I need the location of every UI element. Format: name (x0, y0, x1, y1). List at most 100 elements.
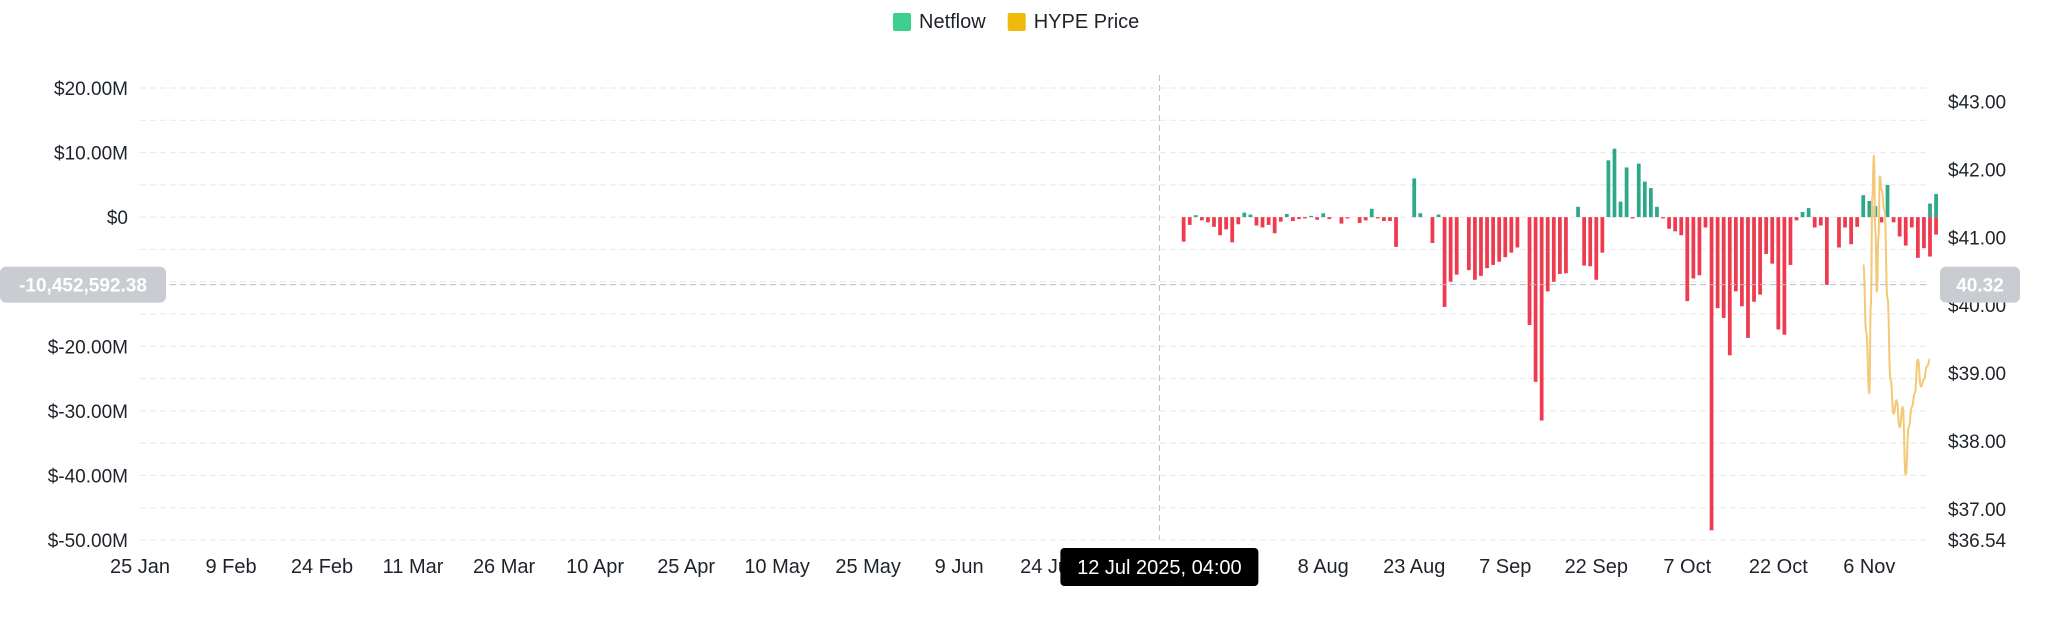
netflow-bar[interactable] (1454, 217, 1459, 275)
netflow-bar[interactable] (1485, 217, 1489, 269)
netflow-bar[interactable] (1339, 217, 1344, 224)
netflow-bar[interactable] (1697, 217, 1702, 276)
netflow-bar[interactable] (1187, 217, 1192, 225)
netflow-bar[interactable] (1448, 217, 1453, 282)
netflow-bar[interactable] (1297, 217, 1301, 220)
netflow-bar[interactable] (1278, 217, 1283, 222)
netflow-bar[interactable] (1891, 217, 1896, 223)
netflow-bar[interactable] (1928, 217, 1932, 257)
netflow-bar[interactable] (1473, 217, 1477, 280)
netflow-bar[interactable] (1776, 217, 1781, 330)
netflow-bar[interactable] (1503, 217, 1508, 258)
netflow-bar[interactable] (1254, 217, 1259, 226)
netflow-bar[interactable] (1248, 214, 1253, 218)
netflow-bar[interactable] (1709, 217, 1714, 531)
netflow-bar[interactable] (1230, 217, 1235, 243)
netflow-bar[interactable] (1818, 217, 1823, 226)
netflow-bar[interactable] (1369, 208, 1374, 218)
netflow-bar[interactable] (1224, 217, 1229, 230)
netflow-bar[interactable] (1527, 217, 1532, 325)
netflow-bar[interactable] (1564, 217, 1568, 274)
netflow-bar[interactable] (1206, 217, 1210, 223)
netflow-bar[interactable] (1272, 217, 1277, 234)
netflow-bar[interactable] (1685, 217, 1690, 302)
netflow-bar[interactable] (1479, 217, 1483, 276)
netflow-bar[interactable] (1218, 217, 1222, 236)
netflow-bar[interactable] (1855, 217, 1860, 227)
netflow-bar[interactable] (1618, 201, 1623, 218)
netflow-bar[interactable] (1764, 217, 1769, 254)
netflow-bar[interactable] (1497, 217, 1502, 262)
netflow-bar[interactable] (1806, 208, 1811, 218)
netflow-bar[interactable] (1715, 217, 1720, 309)
netflow-bar[interactable] (1600, 217, 1605, 253)
netflow-bar[interactable] (1412, 178, 1417, 218)
netflow-bar[interactable] (1612, 148, 1617, 218)
netflow-bar[interactable] (1466, 217, 1471, 271)
netflow-bar[interactable] (1721, 217, 1726, 318)
netflow-bar[interactable] (1260, 217, 1265, 228)
netflow-bar[interactable] (1309, 215, 1313, 218)
netflow-bar[interactable] (1727, 217, 1732, 356)
netflow-bar[interactable] (1703, 217, 1708, 228)
netflow-bar[interactable] (1345, 217, 1350, 219)
netflow-bar[interactable] (1624, 167, 1629, 218)
netflow-bar[interactable] (1375, 217, 1380, 219)
netflow-bar[interactable] (1667, 217, 1671, 229)
netflow-bar[interactable] (1879, 217, 1884, 223)
netflow-bar[interactable] (1867, 201, 1872, 218)
netflow-bar[interactable] (1649, 188, 1653, 218)
netflow-bar[interactable] (1915, 217, 1920, 258)
netflow-bar[interactable] (1509, 217, 1514, 253)
netflow-bar[interactable] (1545, 217, 1550, 292)
netflow-bar[interactable] (1934, 217, 1938, 235)
netflow-bar[interactable] (1758, 217, 1762, 295)
netflow-bar[interactable] (1606, 160, 1611, 218)
netflow-bar[interactable] (1551, 217, 1556, 282)
netflow-bar[interactable] (1746, 217, 1750, 338)
netflow-bar[interactable] (1861, 195, 1866, 218)
netflow-bar[interactable] (1594, 217, 1599, 280)
netflow-bar[interactable] (1357, 217, 1362, 223)
netflow-bar[interactable] (1315, 217, 1320, 220)
netflow-bar[interactable] (1679, 217, 1684, 236)
netflow-bar[interactable] (1181, 217, 1186, 242)
netflow-bar[interactable] (1394, 217, 1398, 247)
netflow-bar[interactable] (1436, 214, 1441, 218)
netflow-bar[interactable] (1642, 181, 1647, 218)
netflow-bar[interactable] (1885, 184, 1890, 218)
netflow-bar[interactable] (1212, 217, 1216, 227)
netflow-bar[interactable] (1903, 217, 1908, 246)
netflow-bar[interactable] (1922, 217, 1926, 249)
netflow-bar[interactable] (1812, 217, 1817, 228)
netflow-bar[interactable] (1691, 217, 1696, 279)
netflow-bar[interactable] (1199, 217, 1204, 221)
netflow-bar[interactable] (1733, 217, 1738, 292)
netflow-bar[interactable] (1824, 217, 1829, 285)
netflow-bar[interactable] (1303, 217, 1307, 219)
netflow-bar[interactable] (1588, 217, 1593, 267)
netflow-bar[interactable] (1843, 217, 1847, 228)
netflow-bar[interactable] (1782, 217, 1787, 335)
netflow-bar[interactable] (1582, 217, 1587, 266)
netflow-bar[interactable] (1430, 217, 1435, 243)
netflow-bar[interactable] (1442, 217, 1447, 307)
netflow-bar[interactable] (1849, 217, 1853, 245)
netflow-bar[interactable] (1539, 217, 1544, 421)
netflow-bar[interactable] (1770, 217, 1775, 264)
netflow-bar[interactable] (1327, 217, 1332, 220)
netflow-bars[interactable] (1181, 148, 1938, 531)
netflow-bar[interactable] (1236, 217, 1241, 225)
netflow-bar[interactable] (1418, 213, 1423, 218)
netflow-bar[interactable] (1388, 217, 1392, 222)
netflow-bar[interactable] (1557, 217, 1562, 274)
netflow-bar[interactable] (1576, 206, 1580, 218)
netflow-bar[interactable] (1533, 217, 1538, 382)
netflow-bar[interactable] (1800, 211, 1805, 218)
netflow-bar[interactable] (1928, 203, 1932, 218)
netflow-bar[interactable] (1382, 217, 1386, 222)
netflow-bar[interactable] (1363, 217, 1368, 221)
netflow-bar[interactable] (1242, 212, 1247, 218)
